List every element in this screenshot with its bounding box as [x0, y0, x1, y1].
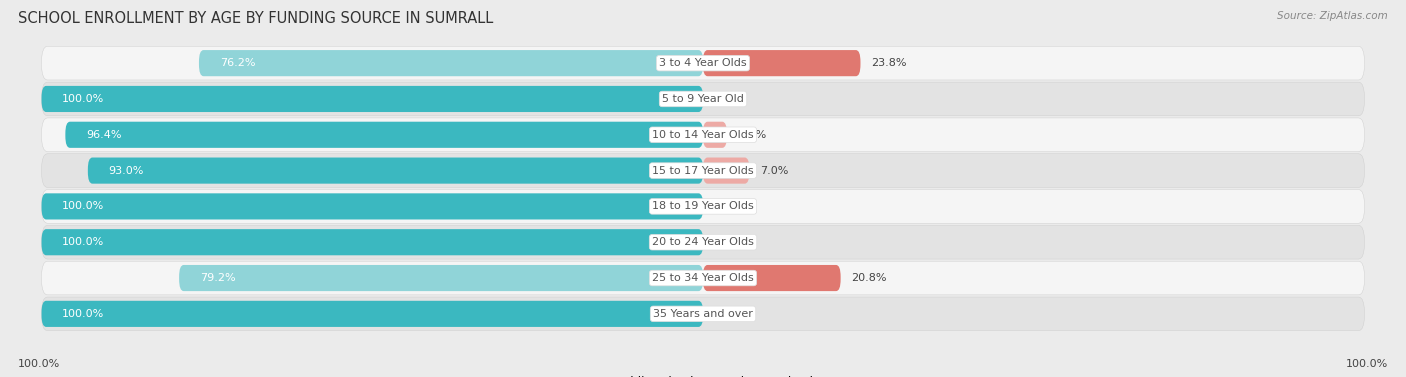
- Text: 96.4%: 96.4%: [86, 130, 121, 140]
- Text: 100.0%: 100.0%: [62, 309, 104, 319]
- FancyBboxPatch shape: [42, 301, 703, 327]
- FancyBboxPatch shape: [42, 46, 1364, 80]
- Text: 100.0%: 100.0%: [62, 201, 104, 211]
- Text: 100.0%: 100.0%: [62, 94, 104, 104]
- FancyBboxPatch shape: [703, 265, 841, 291]
- FancyBboxPatch shape: [42, 225, 1364, 259]
- FancyBboxPatch shape: [42, 229, 703, 255]
- FancyBboxPatch shape: [42, 193, 703, 219]
- Text: 79.2%: 79.2%: [200, 273, 235, 283]
- FancyBboxPatch shape: [87, 158, 703, 184]
- FancyBboxPatch shape: [703, 158, 749, 184]
- Text: 3 to 4 Year Olds: 3 to 4 Year Olds: [659, 58, 747, 68]
- Text: 10 to 14 Year Olds: 10 to 14 Year Olds: [652, 130, 754, 140]
- Text: 18 to 19 Year Olds: 18 to 19 Year Olds: [652, 201, 754, 211]
- Text: 0.0%: 0.0%: [714, 94, 742, 104]
- FancyBboxPatch shape: [42, 154, 1364, 187]
- Text: SCHOOL ENROLLMENT BY AGE BY FUNDING SOURCE IN SUMRALL: SCHOOL ENROLLMENT BY AGE BY FUNDING SOUR…: [18, 11, 494, 26]
- Text: Source: ZipAtlas.com: Source: ZipAtlas.com: [1277, 11, 1388, 21]
- Text: 20.8%: 20.8%: [852, 273, 887, 283]
- Text: 100.0%: 100.0%: [1346, 359, 1388, 369]
- FancyBboxPatch shape: [179, 265, 703, 291]
- Text: 3.6%: 3.6%: [738, 130, 766, 140]
- Text: 93.0%: 93.0%: [108, 166, 143, 176]
- Text: 0.0%: 0.0%: [714, 237, 742, 247]
- Text: 35 Years and over: 35 Years and over: [652, 309, 754, 319]
- FancyBboxPatch shape: [65, 122, 703, 148]
- FancyBboxPatch shape: [42, 261, 1364, 295]
- FancyBboxPatch shape: [200, 50, 703, 76]
- Text: 0.0%: 0.0%: [714, 201, 742, 211]
- Legend: Public School, Private School: Public School, Private School: [593, 376, 813, 377]
- FancyBboxPatch shape: [42, 190, 1364, 223]
- Text: 15 to 17 Year Olds: 15 to 17 Year Olds: [652, 166, 754, 176]
- FancyBboxPatch shape: [703, 50, 860, 76]
- FancyBboxPatch shape: [42, 86, 703, 112]
- Text: 23.8%: 23.8%: [872, 58, 907, 68]
- FancyBboxPatch shape: [42, 118, 1364, 152]
- Text: 100.0%: 100.0%: [18, 359, 60, 369]
- Text: 5 to 9 Year Old: 5 to 9 Year Old: [662, 94, 744, 104]
- Text: 0.0%: 0.0%: [714, 309, 742, 319]
- Text: 25 to 34 Year Olds: 25 to 34 Year Olds: [652, 273, 754, 283]
- Text: 20 to 24 Year Olds: 20 to 24 Year Olds: [652, 237, 754, 247]
- FancyBboxPatch shape: [42, 82, 1364, 116]
- FancyBboxPatch shape: [703, 122, 727, 148]
- FancyBboxPatch shape: [42, 297, 1364, 331]
- Text: 100.0%: 100.0%: [62, 237, 104, 247]
- Text: 76.2%: 76.2%: [219, 58, 256, 68]
- Text: 7.0%: 7.0%: [761, 166, 789, 176]
